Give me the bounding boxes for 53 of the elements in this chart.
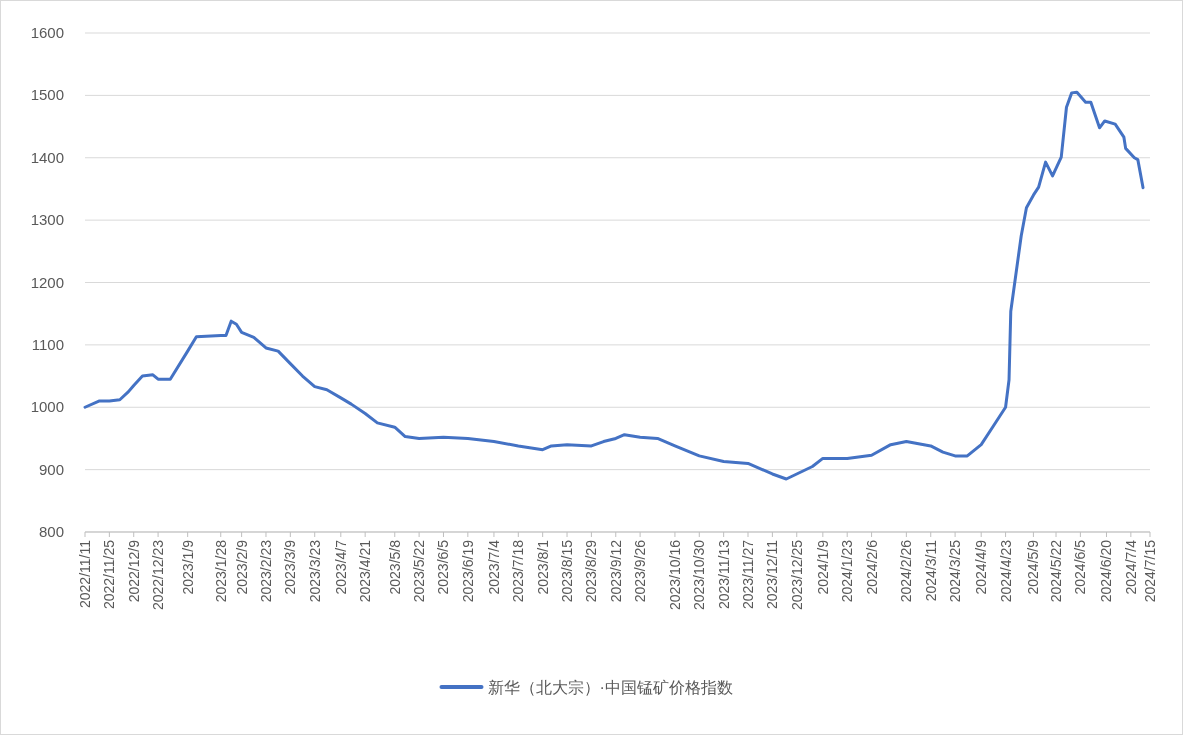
x-tick-label: 2023/11/13 bbox=[715, 539, 732, 610]
x-tick-label: 2024/4/23 bbox=[997, 539, 1014, 603]
x-tick-label: 2023/2/23 bbox=[257, 539, 274, 603]
y-tick-label: 900 bbox=[38, 460, 64, 478]
x-tick-label: 2023/1/28 bbox=[212, 539, 229, 603]
x-tick-label: 2024/1/9 bbox=[814, 539, 831, 595]
x-tick-label: 2023/6/5 bbox=[435, 539, 452, 595]
x-tick-label: 2024/4/9 bbox=[973, 539, 990, 595]
x-tick-label: 2024/2/26 bbox=[898, 539, 915, 603]
legend-label: 新华（北大宗）·中国锰矿价格指数 bbox=[487, 679, 733, 696]
x-tick-label: 2023/5/8 bbox=[386, 539, 403, 595]
x-tick-label: 2023/12/11 bbox=[764, 539, 781, 610]
x-tick-label: 2024/7/4 bbox=[1122, 539, 1139, 595]
x-tick-label: 2022/11/25 bbox=[101, 539, 118, 610]
y-tick-label: 1500 bbox=[30, 86, 64, 104]
y-tick-label: 1100 bbox=[31, 335, 64, 353]
x-tick-label: 2024/3/25 bbox=[947, 539, 964, 603]
x-tick-label: 2024/7/15 bbox=[1142, 539, 1158, 603]
x-tick-label: 2023/3/23 bbox=[306, 539, 323, 603]
y-tick-label: 1000 bbox=[30, 398, 64, 416]
x-tick-label: 2023/8/1 bbox=[534, 539, 551, 595]
x-tick-label: 2023/1/9 bbox=[179, 539, 196, 595]
x-tick-label: 2023/12/25 bbox=[788, 539, 805, 611]
x-tick-label: 2024/1/23 bbox=[839, 539, 856, 603]
x-tick-label: 2023/6/19 bbox=[459, 539, 476, 603]
y-tick-label: 800 bbox=[38, 523, 64, 540]
x-tick-label: 2023/4/7 bbox=[332, 539, 349, 595]
x-tick-label: 2024/5/22 bbox=[1048, 539, 1065, 603]
x-tick-label: 2023/9/26 bbox=[632, 539, 649, 603]
x-tick-label: 2024/2/6 bbox=[863, 539, 880, 595]
y-tick-label: 1300 bbox=[30, 211, 64, 229]
y-tick-label: 1400 bbox=[30, 148, 64, 166]
x-tick-label: 2024/6/20 bbox=[1098, 539, 1115, 603]
x-tick-label: 2024/5/9 bbox=[1025, 539, 1042, 595]
x-tick-label: 2024/3/11 bbox=[922, 539, 939, 602]
y-tick-label: 1200 bbox=[30, 273, 64, 291]
x-tick-label: 2022/12/9 bbox=[125, 539, 142, 603]
x-tick-label: 2023/10/30 bbox=[691, 539, 708, 611]
x-tick-label: 2023/10/16 bbox=[666, 539, 683, 611]
x-tick-label: 2023/7/4 bbox=[485, 539, 502, 595]
x-tick-label: 2022/12/23 bbox=[150, 539, 167, 611]
x-tick-label: 2024/6/5 bbox=[1072, 539, 1089, 595]
x-tick-label: 2023/8/15 bbox=[559, 539, 576, 603]
x-tick-label: 2023/9/12 bbox=[607, 539, 624, 603]
x-tick-label: 2023/11/27 bbox=[740, 539, 757, 610]
x-tick-label: 2023/3/9 bbox=[282, 539, 299, 595]
y-tick-label: 1600 bbox=[30, 24, 64, 41]
x-tick-label: 2023/4/21 bbox=[357, 539, 374, 603]
x-tick-label: 2023/2/9 bbox=[233, 539, 250, 595]
x-tick-label: 2023/8/29 bbox=[583, 539, 600, 603]
x-tick-label: 2023/5/22 bbox=[411, 539, 428, 603]
x-tick-label: 2023/7/18 bbox=[510, 539, 527, 603]
x-tick-label: 2022/11/11 bbox=[77, 539, 93, 608]
